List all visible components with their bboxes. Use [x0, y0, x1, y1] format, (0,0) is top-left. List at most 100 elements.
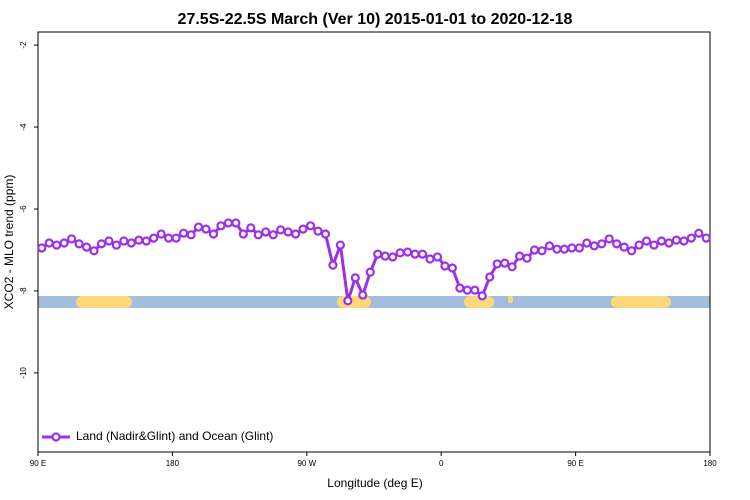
data-point — [671, 235, 682, 245]
data-point — [567, 243, 577, 253]
data-point — [701, 233, 711, 243]
data-point — [37, 243, 47, 253]
y-tick-label: -4 — [19, 123, 28, 131]
land-region — [76, 296, 132, 308]
data-point — [171, 233, 181, 243]
surface-strip — [38, 296, 710, 308]
data-point — [81, 242, 92, 252]
data-point — [552, 244, 562, 254]
data-point — [559, 244, 570, 254]
x-axis-label: Longitude (deg E) — [327, 476, 422, 490]
data-point — [462, 285, 472, 295]
data-point — [574, 243, 584, 253]
y-tick-label: -10 — [19, 367, 28, 379]
data-point — [694, 228, 704, 238]
plot-frame — [37, 31, 711, 453]
legend-marker — [51, 432, 61, 442]
data-point — [395, 248, 405, 258]
data-point — [626, 246, 637, 256]
series-line — [40, 221, 708, 303]
x-tick-label: 180 — [703, 459, 717, 468]
data-point — [216, 221, 226, 231]
data-point — [507, 262, 517, 272]
data-point — [268, 230, 278, 240]
data-point — [679, 236, 689, 246]
y-tick-label: -6 — [19, 205, 28, 213]
data-point — [350, 273, 360, 283]
data-point — [447, 263, 457, 273]
data-point — [649, 240, 659, 250]
data-point — [432, 252, 443, 262]
data-point — [52, 240, 62, 250]
x-tick-label: 90 E — [30, 459, 46, 468]
data-point — [597, 239, 607, 249]
land-region — [611, 296, 671, 308]
y-tick-label: -8 — [19, 287, 28, 295]
data-point — [686, 233, 696, 243]
data-point — [343, 296, 353, 306]
data-point — [388, 252, 398, 262]
data-point — [141, 236, 151, 246]
data-point — [186, 230, 196, 240]
data-point — [537, 246, 547, 256]
data-point — [276, 225, 286, 235]
data-point — [134, 235, 144, 245]
data-point — [59, 238, 69, 248]
data-point — [544, 241, 555, 251]
data-point — [582, 238, 592, 248]
data-point — [298, 224, 308, 234]
data-point — [246, 223, 256, 233]
data-point — [455, 283, 465, 293]
data-point — [208, 229, 219, 239]
data-point — [44, 238, 54, 248]
data-point — [522, 253, 532, 263]
data-point — [373, 249, 383, 259]
data-point — [365, 267, 375, 277]
data-point — [283, 227, 293, 237]
data-point — [500, 258, 510, 268]
data-point — [111, 240, 122, 250]
data-point — [529, 245, 540, 255]
data-point — [238, 229, 248, 239]
data-point — [126, 238, 136, 248]
data-point — [320, 229, 331, 239]
data-point — [358, 290, 368, 300]
data-point — [328, 260, 338, 270]
chart-title: 27.5S-22.5S March (Ver 10) 2015-01-01 to… — [178, 11, 573, 28]
data-point — [470, 285, 480, 295]
data-point — [96, 239, 107, 249]
data-point — [417, 249, 428, 259]
data-point — [104, 236, 114, 246]
data-point — [253, 230, 263, 240]
data-point — [492, 259, 502, 269]
data-point — [425, 254, 435, 264]
data-point — [514, 251, 525, 261]
data-point — [634, 240, 644, 250]
data-point — [641, 236, 652, 246]
data-point — [403, 247, 413, 257]
data-point — [410, 249, 420, 259]
data-point — [201, 224, 211, 234]
land-region — [508, 296, 513, 303]
data-point — [66, 234, 77, 244]
data-point — [380, 251, 390, 261]
data-point — [89, 246, 99, 256]
data-point — [261, 227, 271, 237]
data-point — [619, 242, 629, 252]
y-axis-label: XCO2 - MLO trend (ppm) — [2, 175, 16, 310]
data-point — [291, 229, 301, 239]
data-point — [656, 236, 667, 246]
data-point — [589, 241, 599, 251]
data-point — [231, 218, 241, 228]
y-tick-label: -2 — [19, 41, 28, 49]
legend-label: Land (Nadir&Glint) and Ocean (Glint) — [76, 429, 273, 443]
data-point — [604, 234, 614, 244]
data-point — [149, 233, 159, 243]
ocean-strip — [38, 296, 710, 308]
data-point — [305, 221, 316, 231]
data-point — [179, 228, 189, 238]
data-point — [477, 291, 487, 301]
data-point — [164, 233, 174, 243]
x-tick-label: 0 — [439, 459, 444, 468]
